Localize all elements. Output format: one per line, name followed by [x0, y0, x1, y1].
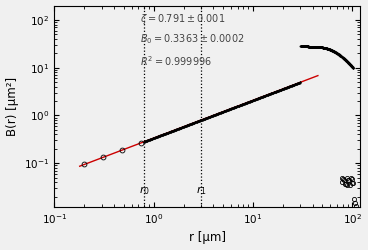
Text: $r_1$: $r_1$	[196, 185, 206, 198]
Text: $r_0$: $r_0$	[139, 185, 149, 198]
Y-axis label: B(r) [μm²]: B(r) [μm²]	[6, 77, 18, 136]
Text: $\zeta = 0.791 \pm 0.001$
$B_0 = 0.3363 \pm 0.0002$
$R^2 = 0.999996$: $\zeta = 0.791 \pm 0.001$ $B_0 = 0.3363 …	[140, 12, 244, 68]
X-axis label: r [μm]: r [μm]	[189, 232, 226, 244]
